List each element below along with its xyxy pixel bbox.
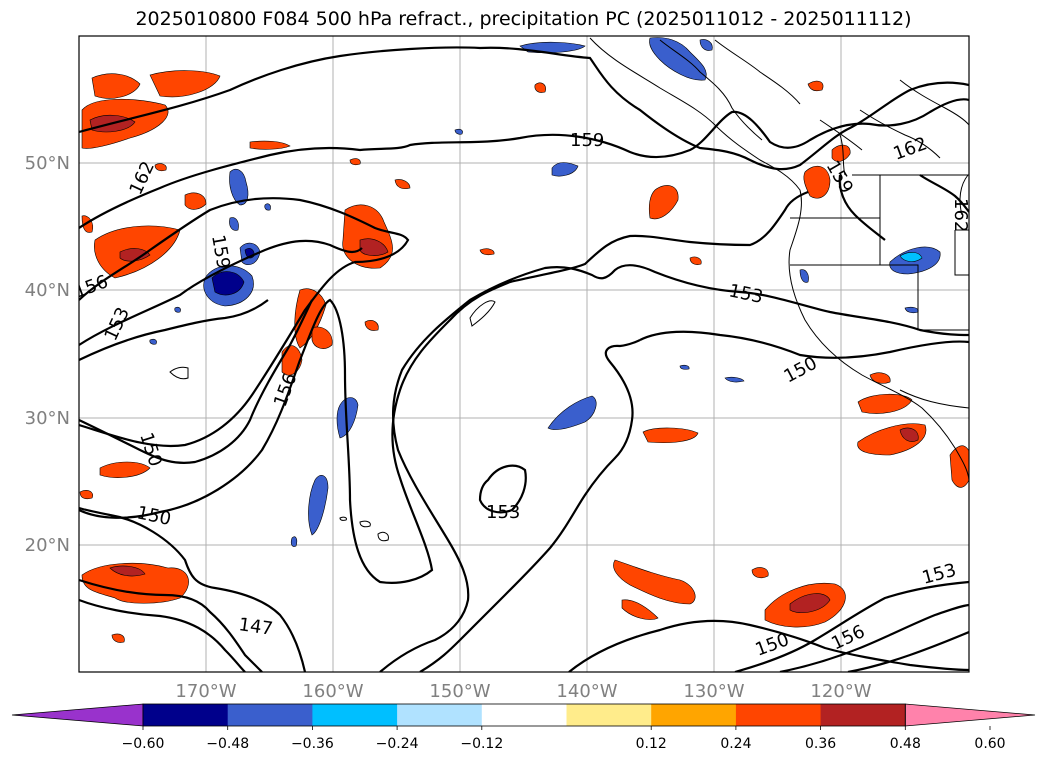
colorbar-tick-label: −0.24 bbox=[376, 736, 419, 752]
colorbar-extend-left bbox=[11, 703, 144, 727]
lon-label-160w: 160°W bbox=[302, 681, 363, 702]
coastlines bbox=[169, 37, 969, 542]
gridlines bbox=[79, 36, 969, 672]
colorbar-segment bbox=[735, 704, 822, 726]
colorbar-segment bbox=[312, 704, 398, 726]
colorbar-segment bbox=[481, 704, 567, 726]
lon-label-170w: 170°W bbox=[175, 681, 236, 702]
colorbar-ticks: −0.60 −0.48 −0.36 −0.24 −0.12 0.12 0.24 0.36 0.4… bbox=[122, 726, 1006, 752]
colorbar-tick-label: 0.12 bbox=[636, 736, 667, 752]
contour-label-153-south: 153 bbox=[486, 502, 520, 523]
colorbar-segment bbox=[820, 704, 906, 726]
colorbar-tick-label: 0.36 bbox=[805, 736, 836, 752]
lat-label-30n: 30°N bbox=[25, 408, 70, 429]
plot-frame bbox=[78, 35, 970, 673]
colorbar-segment bbox=[143, 704, 229, 726]
refractivity-contours bbox=[79, 46, 969, 672]
lat-label-20n: 20°N bbox=[25, 535, 70, 556]
colorbar-tick-label: −0.36 bbox=[291, 736, 334, 752]
colorbar-outline bbox=[142, 703, 906, 727]
colorbar-extend-right bbox=[904, 703, 1036, 727]
colorbar-tick-label: −0.48 bbox=[206, 736, 249, 752]
precip-negative bbox=[149, 37, 941, 547]
colorbar-segment bbox=[651, 704, 737, 726]
colorbar-tick-label: 0.48 bbox=[890, 736, 921, 752]
colorbar-tick-label: −0.12 bbox=[460, 736, 503, 752]
precip-positive bbox=[79, 70, 969, 643]
lon-label-150w: 150°W bbox=[429, 681, 490, 702]
lon-label-140w: 140°W bbox=[556, 681, 617, 702]
colorbar-segment bbox=[227, 704, 313, 726]
longitude-labels: 170°W 160°W 150°W 140°W 130°W 120°W bbox=[175, 681, 871, 702]
latitude-labels: 50°N 40°N 30°N 20°N bbox=[25, 153, 70, 556]
lon-label-130w: 130°W bbox=[683, 681, 744, 702]
lat-label-50n: 50°N bbox=[25, 153, 70, 174]
colorbar-tick-label: 0.24 bbox=[720, 736, 751, 752]
lat-label-40n: 40°N bbox=[25, 280, 70, 301]
lon-label-120w: 120°W bbox=[810, 681, 871, 702]
contour-label-159-top: 159 bbox=[570, 130, 604, 151]
contour-label-162-right: 162 bbox=[950, 198, 971, 232]
plot-area bbox=[79, 36, 969, 672]
map-title: 2025010800 F084 500 hPa refract., precip… bbox=[135, 8, 912, 30]
colorbar bbox=[11, 703, 1036, 727]
contour-label-147: 147 bbox=[237, 614, 274, 640]
colorbar-tick-label: −0.60 bbox=[122, 736, 165, 752]
colorbar-tick-label: 0.60 bbox=[974, 736, 1005, 752]
colorbar-segment bbox=[566, 704, 652, 726]
colorbar-segment bbox=[397, 704, 483, 726]
